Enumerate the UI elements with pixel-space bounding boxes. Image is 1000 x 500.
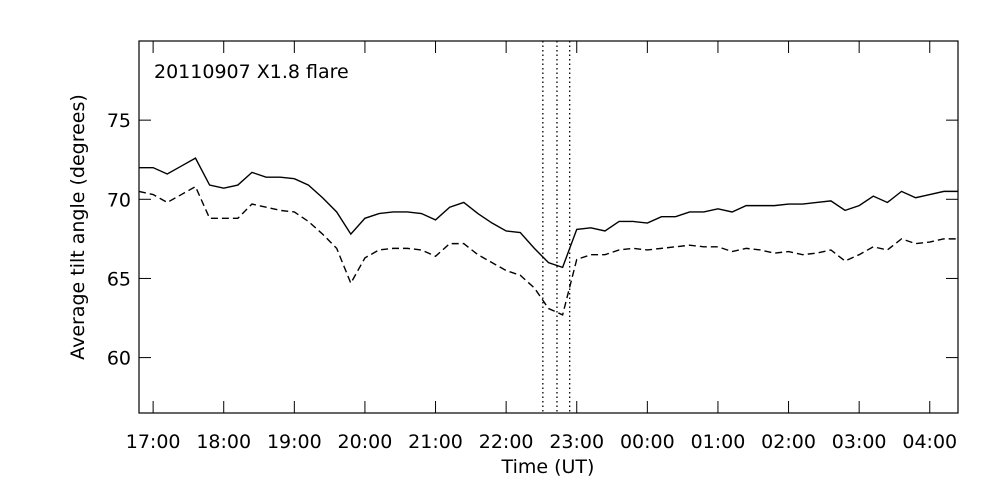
x-tick-label: 00:00 — [620, 431, 675, 453]
plot-frame — [138, 40, 959, 414]
x-tick-label: 02:00 — [761, 431, 816, 453]
y-tick-label: 60 — [107, 348, 131, 370]
x-tick-label: 19:00 — [267, 431, 322, 453]
x-tick-label: 01:00 — [691, 431, 746, 453]
x-tick-label: 23:00 — [549, 431, 604, 453]
x-axis-label: Time (UT) — [501, 456, 595, 478]
series-line — [138, 185, 958, 316]
y-tick-label: 75 — [107, 110, 131, 132]
x-tick-label: 22:00 — [479, 431, 534, 453]
y-axis-label: Average tilt angle (degrees) — [67, 94, 89, 360]
x-tick-label: 03:00 — [832, 431, 887, 453]
x-tick-label: 04:00 — [902, 431, 957, 453]
series-line — [139, 157, 958, 269]
x-tick-label: 21:00 — [408, 431, 463, 453]
y-tick-label: 65 — [107, 268, 131, 290]
x-tick-label: 18:00 — [196, 431, 251, 453]
x-tick-label: 20:00 — [338, 431, 393, 453]
annotation: 20110907 X1.8 flare — [154, 61, 349, 83]
x-tick-label: 17:00 — [126, 431, 181, 453]
y-tick-label: 70 — [107, 189, 131, 211]
